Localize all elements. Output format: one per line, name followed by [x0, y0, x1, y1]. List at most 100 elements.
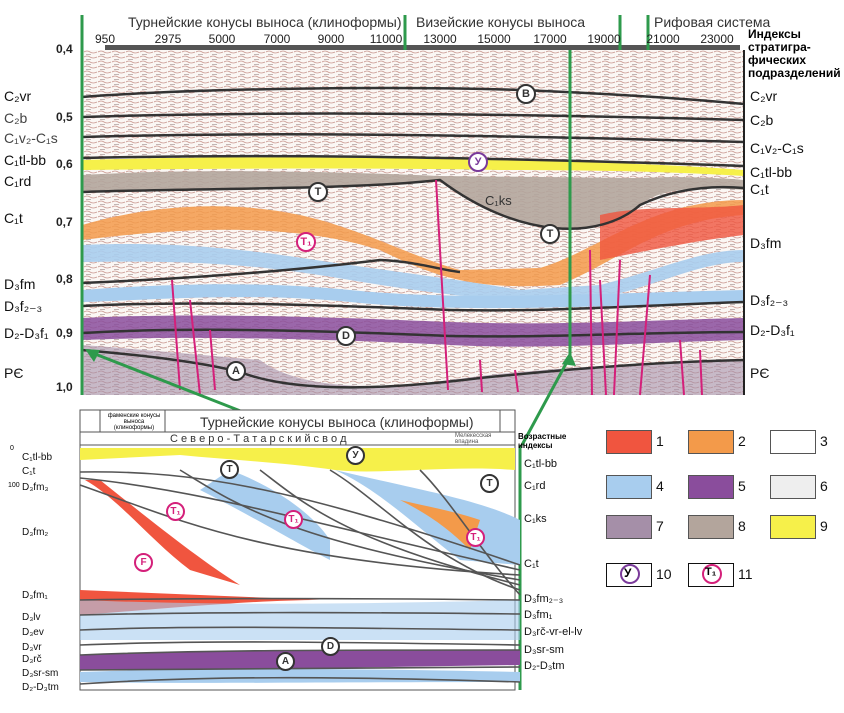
- legend-num: 7: [656, 518, 664, 534]
- right-horizon-label: C₂b: [750, 112, 774, 128]
- section-left-label: C₁t: [22, 466, 36, 477]
- legend-swatch-5: [688, 475, 734, 499]
- x-tick: 7000: [263, 32, 291, 46]
- right-horizon-label: D₂-D₃f₁: [750, 322, 795, 338]
- scale-0: 0: [10, 445, 14, 452]
- section-right-label: D₃sr-sm: [524, 644, 564, 656]
- legend-swatch-9: [770, 515, 816, 539]
- legend-num: 3: [820, 433, 828, 449]
- horizon-marker: D: [336, 326, 356, 346]
- right-horizon-label: D₃f₂₋₃: [750, 292, 789, 308]
- blue-clinoform: [82, 244, 744, 301]
- section-marker: T₁: [466, 528, 485, 547]
- section-left-label: D₃ev: [22, 627, 44, 638]
- right-horizon-label: D₃fm: [750, 235, 782, 251]
- section-left-label: C₁tl-bb: [22, 452, 53, 463]
- section-left-label: D₃fm₃: [22, 482, 49, 493]
- time-tick: 0,7: [56, 215, 73, 229]
- section-lines: [79, 469, 521, 685]
- section-marker: T₁: [166, 502, 185, 521]
- legend-num: 2: [738, 433, 746, 449]
- legend-num-10: 10: [656, 566, 672, 582]
- legend-swatch-7: [606, 515, 652, 539]
- x-tick: 2975: [154, 32, 182, 46]
- legend-num: 6: [820, 478, 828, 494]
- section-left-label: D₃fm₁: [22, 590, 48, 601]
- legend-num: 4: [656, 478, 664, 494]
- orange-clinoform: [82, 200, 744, 287]
- legend-circle-11: [702, 564, 722, 584]
- section-left-label: D₃sr-sm: [22, 668, 59, 679]
- header-visean: Визейские конусы выноса: [416, 14, 586, 30]
- faults: [171, 179, 703, 396]
- x-tick: 11000: [369, 32, 403, 46]
- c1ks-band: [82, 171, 744, 229]
- left-horizon-label: D₃f₂₋₃: [4, 298, 43, 314]
- legend-num-11: 11: [738, 566, 753, 582]
- time-tick: 0,8: [56, 272, 73, 286]
- horizon-marker: T: [540, 224, 560, 244]
- section-purple: [80, 650, 520, 670]
- section-orange: [400, 500, 480, 550]
- scale-100: 100: [8, 482, 20, 489]
- section-right-label: C₁t: [524, 558, 539, 570]
- header-reef: Рифовая система: [654, 14, 771, 30]
- legend-symbol-11: T₁: [705, 566, 717, 578]
- legend-num: 8: [738, 518, 746, 534]
- left-horizon-label: C₁t: [4, 210, 23, 226]
- legend-swatch-2: [688, 430, 734, 454]
- section-marker: A: [276, 652, 295, 671]
- section-left-label: D₃vr: [22, 642, 42, 653]
- pc-band: [82, 345, 744, 395]
- horizon-marker: T: [308, 182, 328, 202]
- section-marker: D: [321, 637, 340, 656]
- legend-swatch-1: [606, 430, 652, 454]
- blue-band: [82, 284, 744, 309]
- legend-circle-10: [620, 564, 640, 584]
- section-header-main: Турнейские конусы выноса (клиноформы): [200, 414, 474, 430]
- age-header: Возрастные индексы: [518, 432, 567, 450]
- legend-num: 1: [656, 433, 664, 449]
- left-horizon-label: C₁tl-bb: [4, 152, 47, 168]
- x-tick: 5000: [208, 32, 236, 46]
- time-tick: 1,0: [56, 380, 73, 394]
- section-sub-header: С е в е р о - Т а т а р с к и й с в о д: [170, 433, 347, 445]
- horizon-marker: T₁: [296, 232, 316, 252]
- x-tick: 23000: [700, 32, 734, 46]
- left-horizon-label: C₁rd: [4, 173, 32, 189]
- horizon-marker: A: [226, 361, 246, 381]
- left-horizon-label: C₁v₂-C₁s: [4, 130, 58, 146]
- section-header-small: фаменские конусы выноса (клиноформы): [107, 413, 161, 431]
- section-marker: T: [480, 474, 499, 493]
- left-horizon-label: C₂vr: [4, 88, 32, 104]
- c1ks-label: C₁ks: [485, 193, 512, 208]
- section-red: [85, 480, 240, 585]
- section-marker: У: [346, 446, 365, 465]
- left-horizon-label: PЄ: [4, 365, 24, 381]
- right-horizon-label: PЄ: [750, 365, 770, 381]
- section-right-label: C₁ks: [524, 513, 547, 525]
- horizons: [81, 86, 745, 389]
- right-horizon-label: C₁tl-bb: [750, 164, 793, 180]
- tick-bar: [105, 45, 740, 50]
- section-left-label: D₃fm₂: [22, 527, 49, 538]
- section-left-label: D₂-D₃tm: [22, 682, 59, 693]
- legend-symbol-10: У: [624, 566, 632, 580]
- horizon-marker: У: [468, 152, 488, 172]
- left-horizon-label: D₃fm: [4, 276, 36, 292]
- header-tournaisian: Турнейские конусы выноса (клиноформы): [128, 14, 402, 30]
- section-right-label: C₁tl-bb: [524, 458, 558, 470]
- red-reef: [600, 205, 744, 260]
- section-left-label: D₃lv: [22, 612, 41, 623]
- time-tick: 0,6: [56, 157, 73, 171]
- legend-num: 9: [820, 518, 828, 534]
- time-tick: 0,4: [56, 42, 73, 56]
- x-tick: 19000: [587, 32, 621, 46]
- legend-box-10: [606, 563, 652, 587]
- section-right-label: D₃fm₁: [524, 609, 553, 621]
- right-horizon-label: C₂vr: [750, 88, 778, 104]
- x-tick: 950: [94, 32, 116, 46]
- x-tick: 17000: [533, 32, 567, 46]
